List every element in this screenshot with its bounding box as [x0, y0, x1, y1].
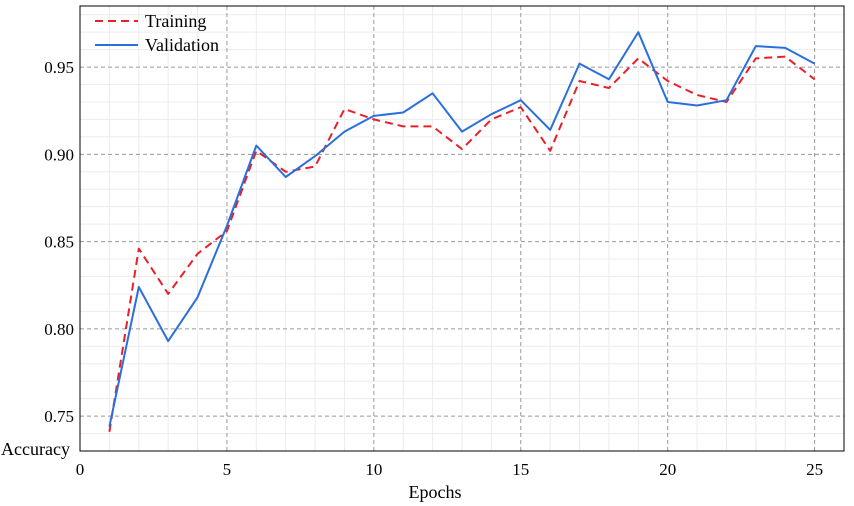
x-tick-label: 5 — [223, 460, 232, 479]
x-tick-label: 15 — [512, 460, 529, 479]
x-tick-label: 20 — [659, 460, 676, 479]
x-axis-label: Epochs — [409, 482, 462, 502]
y-tick-label: 0.85 — [44, 233, 74, 252]
x-tick-label: 10 — [365, 460, 382, 479]
major-grid — [80, 6, 844, 451]
minor-grid — [80, 6, 844, 451]
y-axis-label: Accuracy — [1, 439, 70, 459]
legend-label-validation: Validation — [145, 35, 219, 55]
legend: Training Validation — [95, 11, 219, 55]
x-tick-label: 25 — [806, 460, 823, 479]
series-line-validation — [108, 31, 816, 427]
legend-label-training: Training — [145, 11, 206, 31]
series-line-training — [108, 55, 816, 432]
y-tick-label: 0.80 — [44, 320, 74, 339]
series-lines — [108, 31, 816, 432]
y-tick-label: 0.95 — [44, 58, 74, 77]
plot-frame — [79, 5, 845, 452]
y-tick-label: 0.75 — [44, 407, 74, 426]
x-tick-label: 0 — [76, 460, 85, 479]
y-tick-label: 0.90 — [44, 145, 74, 164]
tick-labels: 0 5 10 15 20 25 0.75 0.80 0.85 0.90 0.95 — [44, 58, 823, 479]
